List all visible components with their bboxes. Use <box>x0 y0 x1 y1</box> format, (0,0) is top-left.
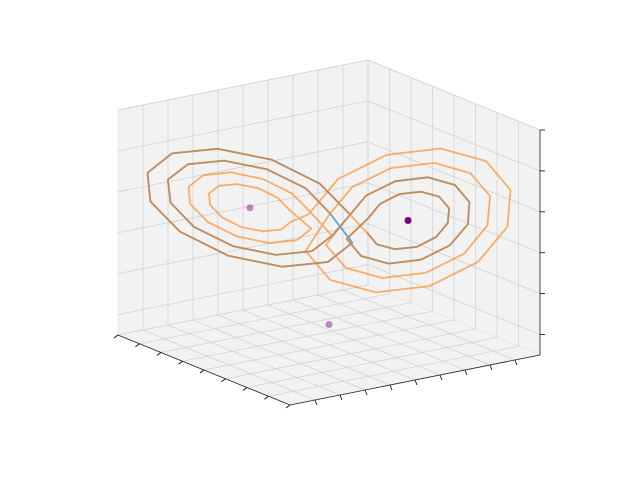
grid-line <box>167 324 341 396</box>
tick-mark <box>113 334 119 339</box>
grid-line <box>342 289 516 361</box>
grid-line <box>192 319 366 391</box>
tick-mark <box>199 369 205 374</box>
grid-line <box>117 100 369 152</box>
tick-mark <box>221 378 226 383</box>
tick-mark <box>464 369 468 376</box>
grid-line <box>367 182 541 254</box>
tick-mark <box>364 389 368 396</box>
fixed-point <box>325 321 333 329</box>
tick-mark <box>414 379 418 386</box>
tick-mark <box>264 395 269 400</box>
grid-line <box>117 141 369 193</box>
grid-line <box>242 309 416 381</box>
grid-line <box>367 100 541 172</box>
tick-mark <box>314 399 318 406</box>
tick-mark <box>514 359 518 366</box>
fixed-point <box>246 204 254 212</box>
tick-mark <box>339 394 343 401</box>
tick-mark <box>156 352 162 356</box>
grid-line <box>317 294 491 366</box>
tick-mark <box>489 364 493 371</box>
tick-mark <box>439 374 443 381</box>
axis-line <box>289 354 541 406</box>
tick-mark <box>285 404 291 409</box>
grid-line <box>117 59 369 111</box>
tick-mark <box>242 387 248 391</box>
trajectory <box>146 147 512 294</box>
grid-line <box>142 329 316 401</box>
grid-line <box>292 299 466 371</box>
tick-mark <box>178 360 183 365</box>
fixed-point <box>404 216 412 224</box>
tick-mark <box>135 343 140 348</box>
axis-line <box>117 334 291 406</box>
grid-line <box>217 314 391 386</box>
grid-line <box>267 304 441 376</box>
grid-line <box>117 264 369 315</box>
tick-mark <box>389 384 393 391</box>
grid-line <box>367 59 541 131</box>
